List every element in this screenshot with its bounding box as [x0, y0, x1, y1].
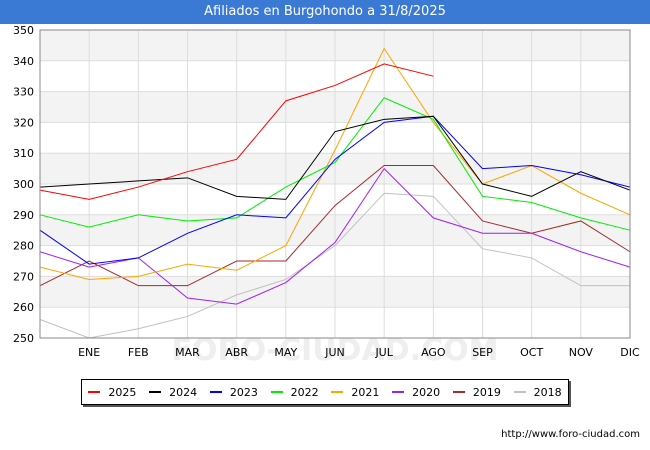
- legend-swatch: [331, 391, 344, 393]
- x-tick-label: SEP: [472, 346, 493, 359]
- legend-swatch: [88, 391, 101, 393]
- y-tick-label: 270: [13, 270, 34, 283]
- legend-item-2025: 2025: [88, 386, 136, 399]
- legend-swatch: [392, 391, 405, 393]
- x-tick-label: FEB: [128, 346, 149, 359]
- y-tick-label: 310: [13, 147, 34, 160]
- series-line-2025: [39, 63, 434, 200]
- legend-item-2024: 2024: [149, 386, 197, 399]
- legend-swatch: [209, 391, 222, 393]
- x-tick-label: ABR: [225, 346, 248, 359]
- y-tick-label: 340: [13, 55, 34, 68]
- series-line-2022: [39, 97, 631, 231]
- x-tick-label: NOV: [569, 346, 594, 359]
- series-line-2018: [39, 192, 630, 339]
- legend: 2025 2024 2023 2022 2021 2020 2019 2018: [81, 379, 569, 405]
- x-tick-label: JUL: [374, 346, 393, 359]
- legend-item-2021: 2021: [331, 386, 379, 399]
- legend-item-2022: 2022: [270, 385, 319, 399]
- legend-label: 2018: [533, 385, 562, 399]
- x-tick-label: DIC: [620, 346, 640, 359]
- series-lines: [39, 47, 631, 339]
- legend-label: 2025: [108, 385, 137, 399]
- series-line-2023: [39, 115, 631, 265]
- y-tick-label: 300: [13, 178, 34, 191]
- x-tick-label: OCT: [520, 346, 543, 359]
- legend-label: 2019: [472, 385, 501, 399]
- legend-swatch: [270, 391, 283, 393]
- legend-item-2019: 2019: [452, 385, 501, 399]
- legend-label: 2022: [290, 385, 319, 399]
- legend-item-2023: 2023: [209, 385, 258, 399]
- y-tick-label: 250: [13, 332, 34, 345]
- watermark: FORO-CIUDAD.COM: [172, 333, 499, 368]
- legend-label: 2023: [229, 385, 258, 399]
- y-tick-label: 280: [13, 240, 34, 253]
- legend-swatch: [513, 391, 526, 393]
- x-axis-ticks: ENE FEB MAR ABR MAY JUN JUL AGO SEP OCT NOV DIC: [78, 346, 640, 359]
- y-tick-label: 260: [13, 301, 34, 314]
- x-tick-label: MAY: [274, 346, 297, 359]
- legend-label: 2024: [169, 385, 198, 399]
- legend-swatch: [452, 391, 465, 393]
- legend-swatch: [149, 391, 162, 393]
- source-url: http://www.foro-ciudad.com: [501, 429, 640, 440]
- y-axis-ticks: 250 260 270 280 290 300 310 320 330 340 350: [13, 24, 34, 345]
- y-tick-label: 350: [13, 24, 34, 37]
- y-tick-label: 330: [13, 86, 34, 99]
- legend-item-2020: 2020: [392, 386, 440, 399]
- plot-frame: [39, 29, 631, 339]
- x-tick-label: AGO: [421, 346, 446, 359]
- legend-label: 2021: [351, 385, 380, 399]
- y-tick-label: 290: [13, 209, 34, 222]
- y-tick-label: 320: [13, 116, 34, 129]
- x-tick-label: MAR: [175, 346, 200, 359]
- legend-label: 2020: [412, 385, 441, 399]
- x-tick-label: JUN: [324, 346, 345, 359]
- chart-title: Afiliados en Burgohondo a 31/8/2025: [0, 0, 650, 24]
- legend-item-2018: 2018: [513, 385, 562, 399]
- x-tick-label: ENE: [78, 346, 100, 359]
- series-line-2024: [39, 115, 631, 200]
